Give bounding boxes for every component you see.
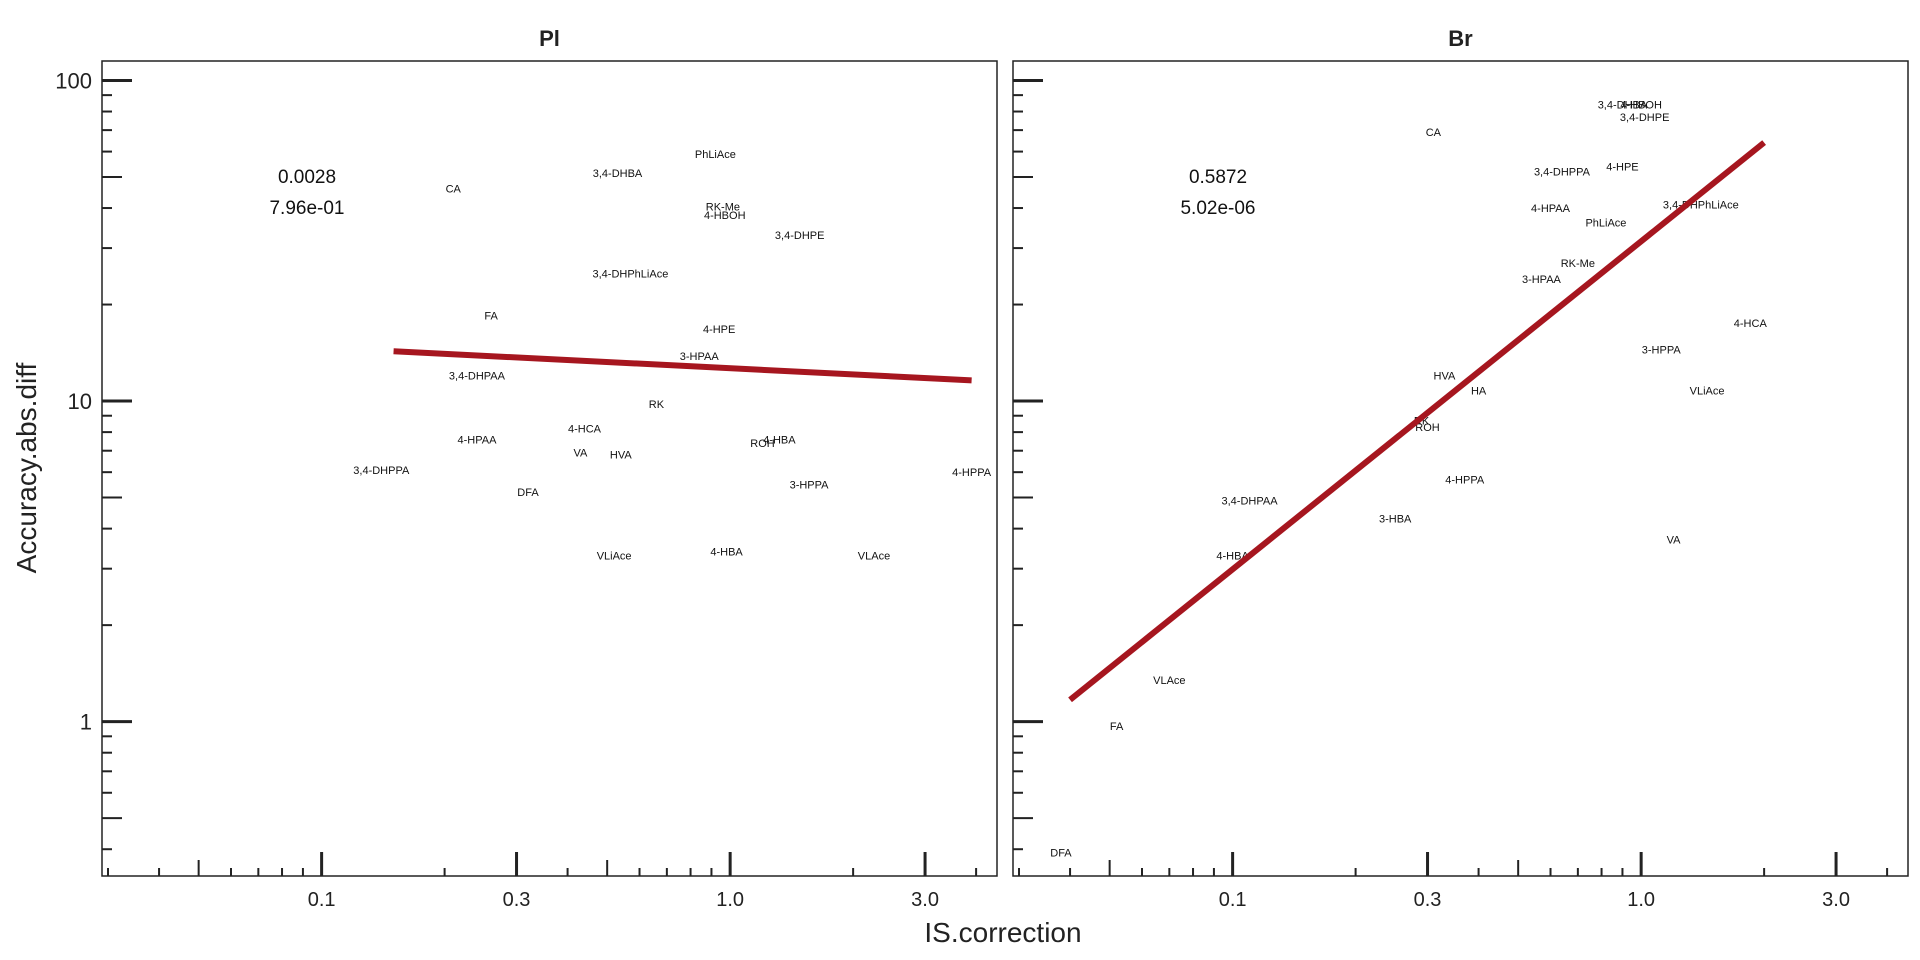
point-label: RK-Me	[1561, 258, 1595, 270]
point-label: 3,4-DHBA	[593, 168, 643, 180]
point-label: VLiAce	[597, 550, 632, 562]
point-label: VA	[1667, 534, 1682, 546]
point-label: VA	[573, 448, 588, 460]
fit-line	[1068, 140, 1767, 703]
point-label: ROH	[1415, 422, 1440, 434]
x-tick-label: 1.0	[716, 889, 744, 911]
panel-title: Br	[1448, 26, 1473, 51]
x-tick-label: 0.3	[1414, 889, 1442, 911]
point-label: DFA	[1050, 848, 1072, 860]
point-label: CA	[1426, 127, 1442, 139]
point-label: 3-HPAA	[1522, 274, 1562, 286]
point-label: VLiAce	[1690, 385, 1725, 397]
point-label: 3-HPAA	[680, 351, 720, 363]
point-label: 4-HBA	[763, 434, 796, 446]
r-squared-label: 0.5872	[1189, 167, 1247, 188]
x-tick-label: 3.0	[911, 889, 939, 911]
point-label: HVA	[1434, 371, 1456, 383]
point-label: VLAce	[1153, 675, 1185, 687]
point-label: 3,4-DHBA	[1598, 100, 1648, 112]
y-tick-label: 10	[68, 389, 92, 414]
x-tick-label: 0.1	[308, 889, 336, 911]
fit-line	[393, 348, 972, 384]
point-label: 3-HPPA	[1642, 344, 1682, 356]
panel-frame	[1012, 60, 1909, 877]
point-label: RK	[649, 399, 665, 411]
point-label: 3,4-DHPAA	[449, 371, 506, 383]
panel-title: Pl	[539, 26, 560, 51]
point-label: 3,4-DHPE	[775, 230, 825, 242]
point-label: VLAce	[858, 550, 890, 562]
x-tick-label: 0.3	[503, 889, 531, 911]
x-tick-label: 1.0	[1627, 889, 1655, 911]
point-label: CA	[446, 184, 462, 196]
point-label: DFA	[517, 487, 539, 499]
point-label: 3,4-DHPE	[1620, 112, 1670, 124]
point-label: FA	[484, 310, 498, 322]
point-label: 3-HBA	[1379, 514, 1412, 526]
point-label: HA	[1471, 385, 1487, 397]
y-axis-title: Accuracy.abs.diff	[11, 362, 42, 573]
point-label: 3,4-DHPhLiAce	[593, 268, 669, 280]
point-label: FA	[1110, 721, 1124, 733]
r-squared-label: 0.0028	[278, 167, 336, 188]
point-label: RK-Me	[706, 201, 740, 213]
point-label: 4-HCA	[568, 424, 602, 436]
point-label: 3,4-DHPAA	[1222, 495, 1279, 507]
x-axis-title: IS.correction	[924, 917, 1081, 948]
p-value-label: 7.96e-01	[269, 198, 344, 219]
point-label: 4-HPPA	[952, 467, 992, 479]
point-label: 4-HPE	[703, 324, 735, 336]
y-tick-label: 100	[55, 68, 92, 93]
point-label: 3,4-DHPPA	[353, 465, 410, 477]
panel-frame	[101, 60, 998, 877]
point-label: 4-HPPA	[1445, 474, 1485, 486]
point-label: 4-HCA	[1734, 318, 1768, 330]
point-label: HVA	[610, 450, 632, 462]
panel-pl: Pl 1 10 100 0.1 0.3 1.0 3.0 CA 3,4-DHBA PhLiAce RK-…	[55, 26, 998, 911]
point-label: 4-HBA	[710, 546, 743, 558]
point-label: ROH	[750, 438, 775, 450]
point-label: PhLiAce	[1585, 218, 1626, 230]
p-value-label: 5.02e-06	[1180, 198, 1255, 219]
point-label: 4-HPAA	[457, 434, 497, 446]
point-label: 4-HPE	[1606, 161, 1638, 173]
point-label: 3-HPPA	[790, 479, 830, 491]
point-label: 4-HBOH	[1620, 100, 1662, 112]
point-label: 4-HPAA	[1531, 203, 1571, 215]
y-tick-label: 1	[80, 710, 92, 735]
point-label: 4-HBOH	[704, 210, 746, 222]
point-label: 3,4-DHPPA	[1534, 167, 1591, 179]
point-label: 3,4-DHPhLiAce	[1663, 200, 1739, 212]
x-tick-label: 3.0	[1822, 889, 1850, 911]
x-tick-label: 0.1	[1219, 889, 1247, 911]
point-label: PhLiAce	[695, 149, 736, 161]
